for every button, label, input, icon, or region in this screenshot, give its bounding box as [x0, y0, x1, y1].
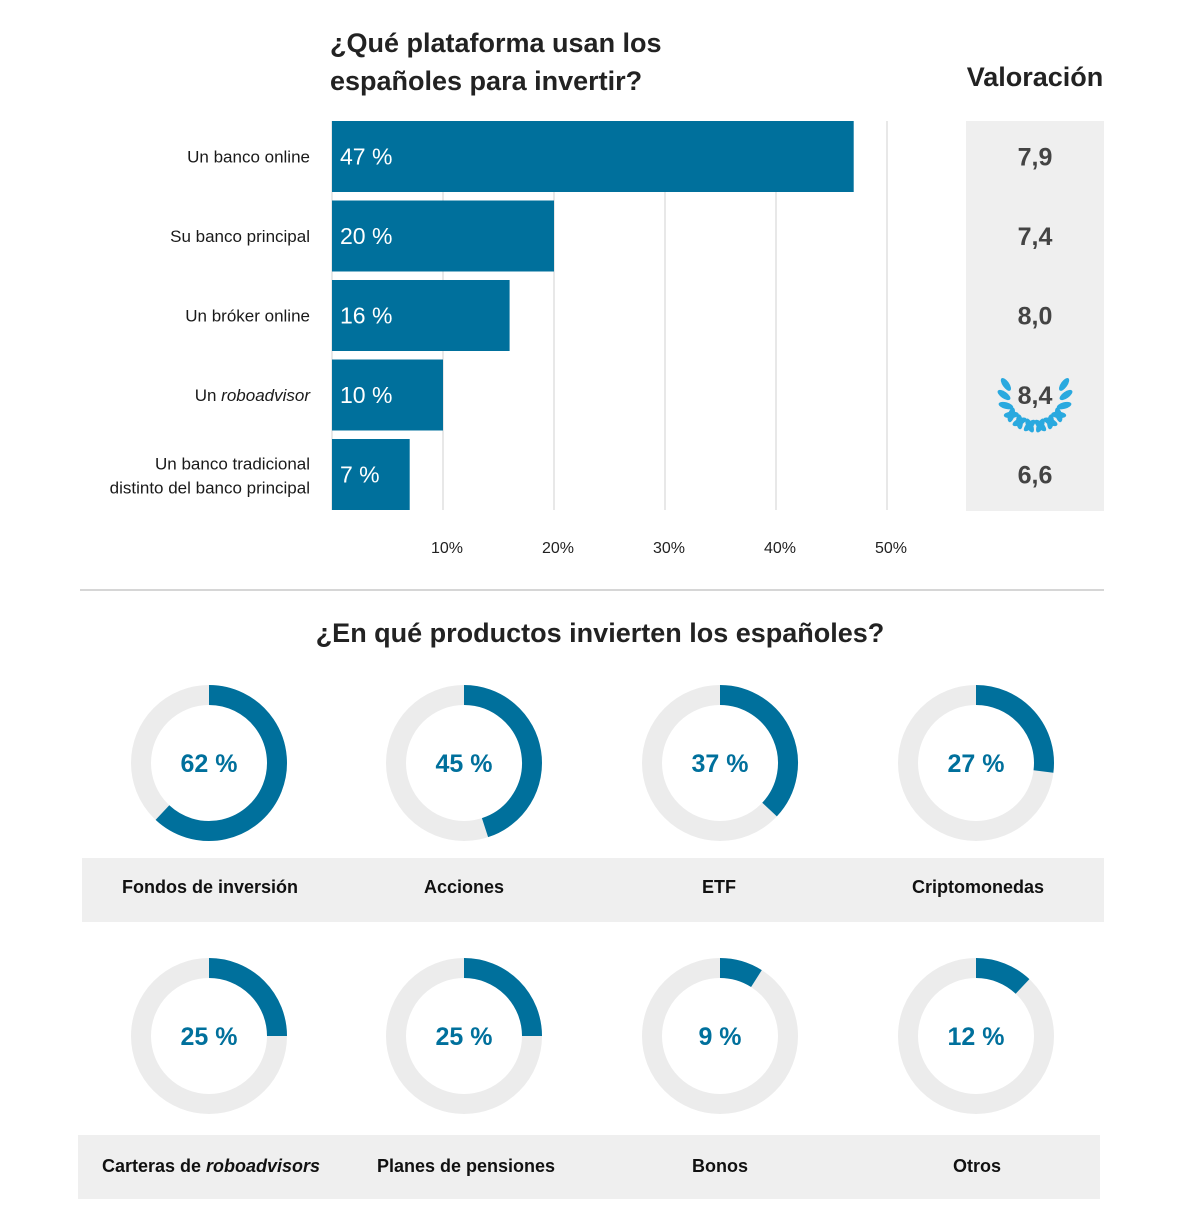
donut-track — [642, 685, 798, 841]
donut-label-planes: Planes de pensiones — [376, 1156, 556, 1176]
rating-value: 8,0 — [1018, 303, 1053, 331]
label-band-row-2 — [78, 1135, 1100, 1199]
donut-value-label: 25 % — [436, 1023, 493, 1051]
bar-4 — [332, 439, 410, 510]
category-label: Un banco online — [187, 148, 310, 167]
donut-value-label: 37 % — [692, 750, 749, 778]
donut-value-label: 45 % — [436, 750, 493, 778]
donut-label-cripto: Criptomonedas — [911, 877, 1044, 897]
donut-label-carteras: Carteras de roboadvisors — [81, 1156, 341, 1177]
donut-segment — [463, 958, 542, 1037]
section-divider — [80, 589, 1104, 591]
donut-label-otros: Otros — [952, 1156, 1001, 1176]
laurel-wreath-icon — [997, 377, 1073, 433]
category-label: Un banco tradicional distinto del banco p… — [110, 455, 310, 498]
laurel-leaf — [1054, 407, 1063, 423]
laurel-leaf — [1047, 414, 1054, 430]
bar-value-label: 10 % — [340, 382, 392, 408]
x-tick-label: 40% — [764, 540, 796, 557]
donut-track — [642, 958, 798, 1114]
rating-value: 7,9 — [1018, 144, 1053, 172]
donut-label-fondos: Fondos de inversión — [121, 877, 299, 897]
x-tick-label: 20% — [542, 540, 574, 557]
label-band-row-1 — [82, 858, 1104, 922]
donut-segment — [719, 958, 762, 988]
donut-track — [131, 958, 287, 1114]
chart-title-products: ¿En qué productos invierten los españole… — [315, 618, 885, 648]
donut-label-carteras-italic: roboadvisors — [206, 1156, 321, 1176]
laurel-leaf — [998, 401, 1014, 410]
donut-track — [898, 685, 1054, 841]
donut-value-label: 25 % — [181, 1023, 238, 1051]
donut-label-acciones: Acciones — [423, 877, 505, 897]
bar-1 — [332, 200, 554, 272]
donut-value-label: 27 % — [948, 750, 1005, 778]
rating-value: 8,4 — [1018, 382, 1053, 410]
donut-value-label: 9 % — [698, 1023, 741, 1051]
donut-track — [898, 958, 1054, 1114]
donut-segment — [208, 958, 287, 1037]
donut-label-carteras-prefix: Carteras de — [101, 1156, 207, 1176]
donut-track — [386, 685, 542, 841]
donut-track — [386, 958, 542, 1114]
laurel-leaf — [1007, 407, 1016, 423]
laurel-leaf — [1016, 414, 1023, 430]
donut-segment — [719, 685, 798, 817]
rating-value: 6,6 — [1018, 462, 1053, 490]
donut-value-label: 62 % — [181, 750, 238, 778]
x-tick-label: 10% — [431, 540, 463, 557]
bar-3 — [332, 359, 443, 431]
laurel-leaf — [1059, 389, 1073, 401]
laurel-leaf — [1056, 401, 1072, 410]
donut-segment — [463, 685, 542, 838]
laurel-leaf — [1025, 418, 1034, 433]
donut-value-label: 12 % — [948, 1023, 1005, 1051]
title-line-2: españoles para invertir? — [330, 66, 643, 96]
bar-value-label: 47 % — [340, 144, 392, 170]
rating-title: Valoración — [966, 62, 1104, 92]
category-label: Su banco principal — [170, 227, 310, 246]
bar-value-label: 16 % — [340, 303, 392, 329]
chart-title-platforms: ¿Qué plataforma usan los españoles para … — [330, 24, 750, 100]
category-label: Un roboadvisor — [195, 386, 312, 405]
bar-value-label: 20 % — [340, 223, 392, 249]
donut-segment — [975, 958, 1030, 995]
bar-2 — [332, 280, 510, 351]
x-tick-label: 50% — [875, 540, 907, 557]
donut-segment — [155, 685, 287, 841]
bar-chart: 10% 20% 30% 40% 50% 47 % Un banco online 7,9 20 … — [110, 121, 1073, 557]
laurel-leaf — [1000, 377, 1011, 391]
x-tick-label: 30% — [653, 540, 685, 557]
title-line-1: ¿Qué plataforma usan los — [330, 28, 662, 58]
rating-value: 7,4 — [1018, 223, 1053, 251]
bar-value-label: 7 % — [340, 462, 380, 488]
donut-label-bonos: Bonos — [692, 1156, 748, 1176]
donut-label-etf: ETF — [702, 877, 736, 897]
laurel-leaf — [1036, 418, 1045, 433]
laurel-leaf — [997, 389, 1011, 401]
category-label: Un bróker online — [185, 307, 310, 326]
donut-segment — [975, 685, 1054, 773]
donut-track — [131, 685, 287, 841]
laurel-leaf — [1059, 377, 1070, 391]
bar-0 — [332, 121, 854, 192]
rating-panel — [966, 121, 1104, 511]
